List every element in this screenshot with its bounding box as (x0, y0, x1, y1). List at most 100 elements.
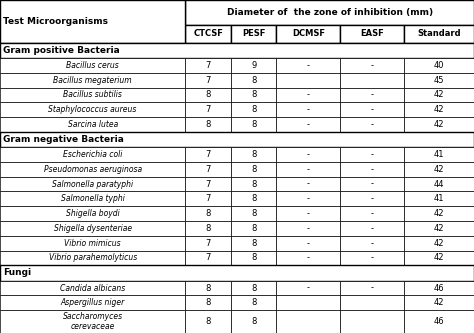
Text: 8: 8 (205, 298, 211, 307)
Text: 8: 8 (251, 224, 256, 233)
Bar (340, 73, 404, 88)
Text: -: - (307, 61, 310, 70)
Bar (276, 177, 340, 191)
Text: 8: 8 (205, 120, 211, 129)
Text: -: - (307, 165, 310, 174)
Bar (276, 281, 340, 295)
Bar (276, 102, 340, 117)
Bar (276, 221, 340, 236)
Bar (340, 236, 404, 250)
Bar (340, 102, 404, 117)
Bar (276, 88, 340, 102)
Text: -: - (371, 284, 374, 293)
Text: -: - (307, 284, 310, 293)
Text: 8: 8 (251, 150, 256, 159)
Text: CTCSF: CTCSF (193, 29, 223, 38)
Text: Pseudomonas aeruginosa: Pseudomonas aeruginosa (44, 165, 142, 174)
Text: 8: 8 (205, 90, 211, 100)
Bar (185, 58, 231, 73)
Bar (231, 191, 276, 206)
Text: 7: 7 (205, 61, 211, 70)
Text: 8: 8 (251, 253, 256, 262)
Bar (185, 102, 231, 117)
Text: 7: 7 (205, 239, 211, 248)
Bar (276, 117, 340, 132)
Text: 42: 42 (434, 239, 444, 248)
Text: 8: 8 (251, 90, 256, 100)
Text: 41: 41 (434, 150, 444, 159)
Text: 8: 8 (251, 120, 256, 129)
Text: -: - (371, 90, 374, 100)
Bar (185, 162, 231, 177)
Text: 9: 9 (251, 61, 256, 70)
Bar (276, 310, 340, 333)
Text: 42: 42 (434, 165, 444, 174)
Text: 46: 46 (434, 317, 444, 326)
Bar (231, 102, 276, 117)
Bar (231, 250, 276, 265)
Text: 8: 8 (251, 165, 256, 174)
Bar (404, 177, 474, 191)
Text: 7: 7 (205, 194, 211, 203)
Text: 40: 40 (434, 61, 444, 70)
Bar (404, 102, 474, 117)
Bar (404, 191, 474, 206)
Bar (340, 177, 404, 191)
Bar (276, 58, 340, 73)
Bar (0, 102, 185, 117)
Text: Salmonella paratyphi: Salmonella paratyphi (52, 179, 133, 188)
Bar (404, 295, 474, 310)
Text: -: - (307, 194, 310, 203)
Bar (0, 191, 185, 206)
Bar (185, 25, 231, 43)
Text: 7: 7 (205, 105, 211, 114)
Text: 42: 42 (434, 120, 444, 129)
Text: 41: 41 (434, 194, 444, 203)
Bar (185, 117, 231, 132)
Bar (185, 147, 231, 162)
Bar (0, 132, 474, 147)
Text: 42: 42 (434, 209, 444, 218)
Bar (276, 295, 340, 310)
Bar (185, 295, 231, 310)
Bar (340, 58, 404, 73)
Bar (0, 177, 185, 191)
Text: PESF: PESF (242, 29, 265, 38)
Text: EASF: EASF (360, 29, 384, 38)
Text: Bacillus megaterium: Bacillus megaterium (54, 76, 132, 85)
Text: Gram negative Bacteria: Gram negative Bacteria (3, 135, 124, 144)
Text: Escherichia coli: Escherichia coli (63, 150, 122, 159)
Bar (185, 191, 231, 206)
Bar (0, 221, 185, 236)
Bar (340, 295, 404, 310)
Bar (404, 310, 474, 333)
Text: -: - (371, 224, 374, 233)
Bar (404, 221, 474, 236)
Text: 8: 8 (251, 179, 256, 188)
Text: -: - (307, 120, 310, 129)
Text: Staphylococcus aureus: Staphylococcus aureus (48, 105, 137, 114)
Bar (404, 58, 474, 73)
Bar (0, 236, 185, 250)
Text: 8: 8 (205, 284, 211, 293)
Text: 8: 8 (251, 239, 256, 248)
Text: 45: 45 (434, 76, 444, 85)
Text: -: - (307, 179, 310, 188)
Text: -: - (307, 224, 310, 233)
Bar (185, 88, 231, 102)
Text: -: - (307, 105, 310, 114)
Text: -: - (307, 150, 310, 159)
Bar (404, 236, 474, 250)
Bar (0, 73, 185, 88)
Bar (340, 281, 404, 295)
Text: Gram positive Bacteria: Gram positive Bacteria (3, 46, 120, 55)
Bar (0, 147, 185, 162)
Bar (276, 250, 340, 265)
Bar (231, 281, 276, 295)
Text: 42: 42 (434, 105, 444, 114)
Bar (185, 310, 231, 333)
Text: -: - (371, 239, 374, 248)
Bar (340, 310, 404, 333)
Bar (340, 88, 404, 102)
Bar (0, 295, 185, 310)
